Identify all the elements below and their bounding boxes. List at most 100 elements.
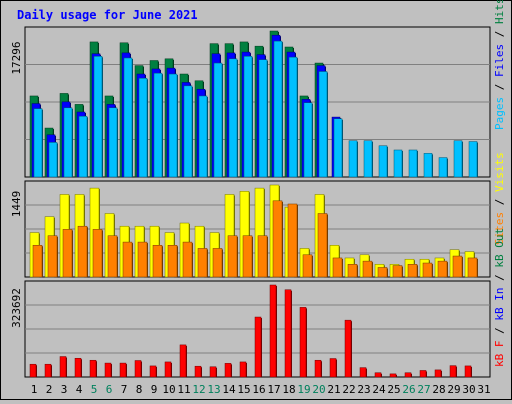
x-tick-label-day-9: 9 xyxy=(151,383,158,396)
bar-kb-f-day-24 xyxy=(374,372,382,378)
bar-sites-day-19 xyxy=(302,254,313,278)
x-tick-label-day-23: 23 xyxy=(357,383,370,396)
legend-hits: Hits xyxy=(493,0,506,24)
bar-kb-f-day-5 xyxy=(89,359,97,378)
bar-sites-day-24 xyxy=(377,267,388,278)
panel-middle: 1449 Sites / Visits xyxy=(10,152,506,278)
legend-separator: / xyxy=(493,321,506,341)
x-tick-label-day-18: 18 xyxy=(282,383,295,396)
bar-pages-day-3 xyxy=(63,107,73,178)
chart-title: Daily usage for June 2021 xyxy=(17,8,198,22)
bar-sites-day-7 xyxy=(122,241,133,278)
bar-sites-day-12 xyxy=(197,248,208,278)
legend-pages: Pages xyxy=(493,97,506,130)
bar-pages-day-2 xyxy=(48,142,58,178)
x-tick-label-day-26: 26 xyxy=(402,383,415,396)
x-tick-label-day-29: 29 xyxy=(447,383,460,396)
bar-pages-day-6 xyxy=(108,107,118,178)
legend-separator: / xyxy=(493,268,506,288)
bar-kb-f-day-26 xyxy=(404,372,412,378)
bar-kb-f-day-10 xyxy=(164,361,172,378)
x-tick-label-day-19: 19 xyxy=(297,383,310,396)
x-tick-label-day-7: 7 xyxy=(121,383,128,396)
x-tick-label-day-27: 27 xyxy=(417,383,430,396)
x-tick-label-day-5: 5 xyxy=(91,383,98,396)
x-tick-label-day-21: 21 xyxy=(327,383,340,396)
bar-kb-f-day-30 xyxy=(464,365,472,378)
bar-sites-day-21 xyxy=(332,257,343,278)
bar-pages-day-16 xyxy=(258,59,268,178)
bar-kb-f-day-28 xyxy=(434,369,442,378)
chart-panels: 17296 Pages / Files / Hits 1449 Sites / Vis… xyxy=(10,0,506,378)
bar-sites-day-25 xyxy=(392,265,403,278)
x-tick-label-day-13: 13 xyxy=(207,383,220,396)
bar-sites-day-5 xyxy=(92,229,103,278)
panel-top: 17296 Pages / Files / Hits xyxy=(10,0,506,178)
x-tick-label-day-31: 31 xyxy=(477,383,490,396)
x-tick-label-day-20: 20 xyxy=(312,383,325,396)
bar-sites-day-29 xyxy=(452,255,463,278)
bar-kb-f-day-29 xyxy=(449,365,457,378)
bar-pages-day-22 xyxy=(348,140,358,178)
bar-kb-f-day-15 xyxy=(239,361,247,378)
legend-separator: / xyxy=(493,24,506,44)
bar-kb-f-day-12 xyxy=(194,365,202,378)
x-tick-label-day-3: 3 xyxy=(61,383,68,396)
bar-kb-f-day-3 xyxy=(59,356,67,378)
bar-sites-day-8 xyxy=(137,241,148,278)
bar-kb-f-day-6 xyxy=(104,362,112,378)
bar-pages-day-23 xyxy=(363,140,373,178)
bar-pages-day-12 xyxy=(198,95,208,178)
x-tick-label-day-14: 14 xyxy=(222,383,236,396)
x-tick-label-day-10: 10 xyxy=(162,383,175,396)
bar-sites-day-1 xyxy=(32,245,43,278)
legend-visits: Visits xyxy=(493,152,506,192)
bar-sites-day-17 xyxy=(272,200,283,278)
bar-sites-day-23 xyxy=(362,260,373,278)
bar-pages-day-14 xyxy=(228,58,238,178)
bar-kb-f-day-13 xyxy=(209,366,217,378)
bar-sites-day-20 xyxy=(317,213,328,278)
x-tick-label-day-24: 24 xyxy=(372,383,386,396)
bar-sites-day-14 xyxy=(227,235,238,278)
bar-pages-day-11 xyxy=(183,85,193,178)
legend-kb-f: kB F xyxy=(493,341,506,368)
bar-pages-day-20 xyxy=(318,71,328,178)
bar-kb-f-day-7 xyxy=(119,362,127,378)
bar-sites-day-3 xyxy=(62,229,73,278)
panel-top-y-max-label: 17296 xyxy=(10,41,23,74)
x-tick-label-day-2: 2 xyxy=(46,383,53,396)
bar-pages-day-29 xyxy=(453,140,463,178)
bar-pages-day-7 xyxy=(123,57,133,178)
bar-kb-f-day-16 xyxy=(254,316,262,378)
bar-pages-day-18 xyxy=(288,56,298,178)
bar-kb-f-day-14 xyxy=(224,363,232,378)
panel-bottom-legend: kB F / kB In / kB Out xyxy=(493,228,506,367)
panel-middle-legend: Sites / Visits xyxy=(493,152,506,245)
bar-sites-day-9 xyxy=(152,245,163,278)
bar-kb-f-day-19 xyxy=(299,307,307,378)
x-tick-label-day-15: 15 xyxy=(237,383,250,396)
bar-pages-day-8 xyxy=(138,77,148,178)
x-tick-label-day-6: 6 xyxy=(106,383,113,396)
bar-sites-day-10 xyxy=(167,245,178,278)
bar-pages-day-25 xyxy=(393,149,403,178)
bar-pages-day-13 xyxy=(213,62,223,178)
bar-sites-day-30 xyxy=(467,257,478,278)
bar-pages-day-30 xyxy=(468,141,478,178)
bar-kb-f-day-18 xyxy=(284,289,292,378)
panel-top-legend: Pages / Files / Hits xyxy=(493,0,506,130)
legend-separator: / xyxy=(493,192,506,212)
bar-pages-day-15 xyxy=(243,56,253,178)
bar-sites-day-18 xyxy=(287,203,298,278)
x-tick-label-day-12: 12 xyxy=(192,383,205,396)
bar-sites-day-6 xyxy=(107,235,118,278)
bar-sites-day-4 xyxy=(77,225,88,278)
x-axis-labels: 1 2 3 4 5 6 7 8 9 10 11 12 13 14 15 16 17 18 19 20 21 22 23 24 2… xyxy=(31,383,491,396)
legend-kb-in: kB In xyxy=(493,288,506,321)
bar-pages-day-19 xyxy=(303,102,313,178)
bar-kb-f-day-8 xyxy=(134,360,142,378)
panel-middle-y-max-label: 1449 xyxy=(10,191,23,218)
bar-kb-f-day-4 xyxy=(74,357,82,378)
